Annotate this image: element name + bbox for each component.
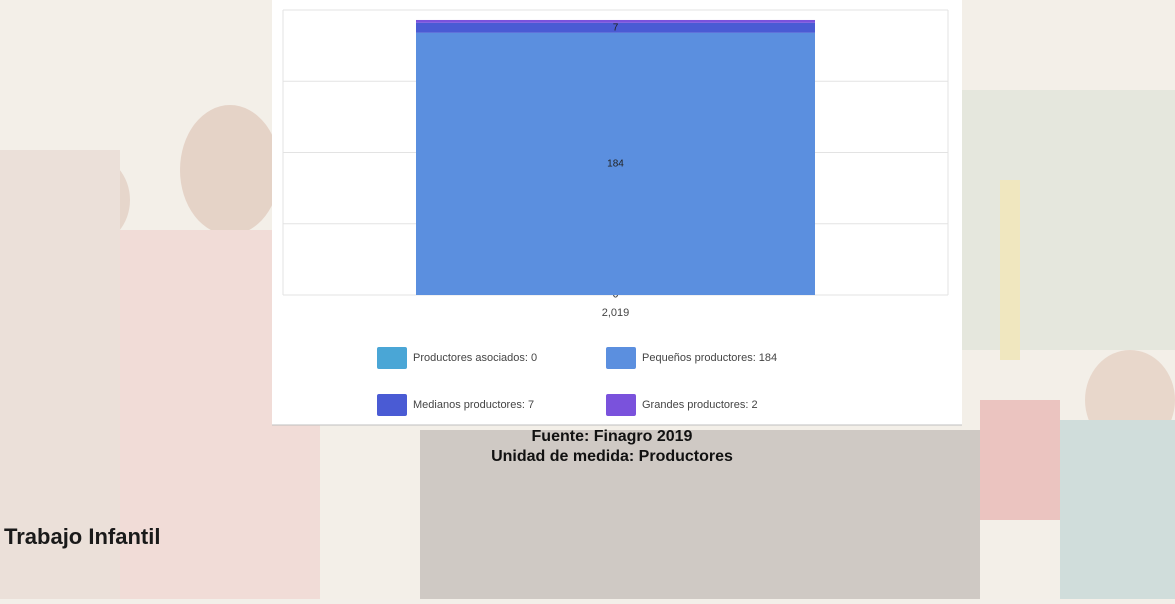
legend-swatch — [606, 394, 636, 416]
bar-segment — [416, 19, 815, 23]
section-title: Trabajo Infantil — [4, 524, 160, 549]
legend-label: Grandes productores: 2 — [642, 399, 758, 411]
legend-label: Medianos productores: 7 — [413, 399, 534, 411]
data-label: 0 — [613, 290, 619, 301]
bar-segment — [416, 22, 815, 33]
chart: 2,019 0 184 7 Productores asociados: 0 Pequeñ… — [282, 9, 949, 416]
bar-segment — [416, 32, 815, 296]
data-label: 7 — [613, 22, 619, 33]
legend-swatch — [377, 394, 407, 416]
legend-label: Pequeños productores: 184 — [642, 352, 777, 364]
legend-label: Productores asociados: 0 — [413, 352, 537, 364]
legend-swatch — [377, 347, 407, 369]
legend-swatch — [606, 347, 636, 369]
source-note: Fuente: Finagro 2019 — [532, 428, 693, 445]
unit-note: Unidad de medida: Productores — [491, 448, 733, 465]
x-tick-label: 2,019 — [602, 307, 630, 319]
data-label: 184 — [607, 159, 624, 170]
